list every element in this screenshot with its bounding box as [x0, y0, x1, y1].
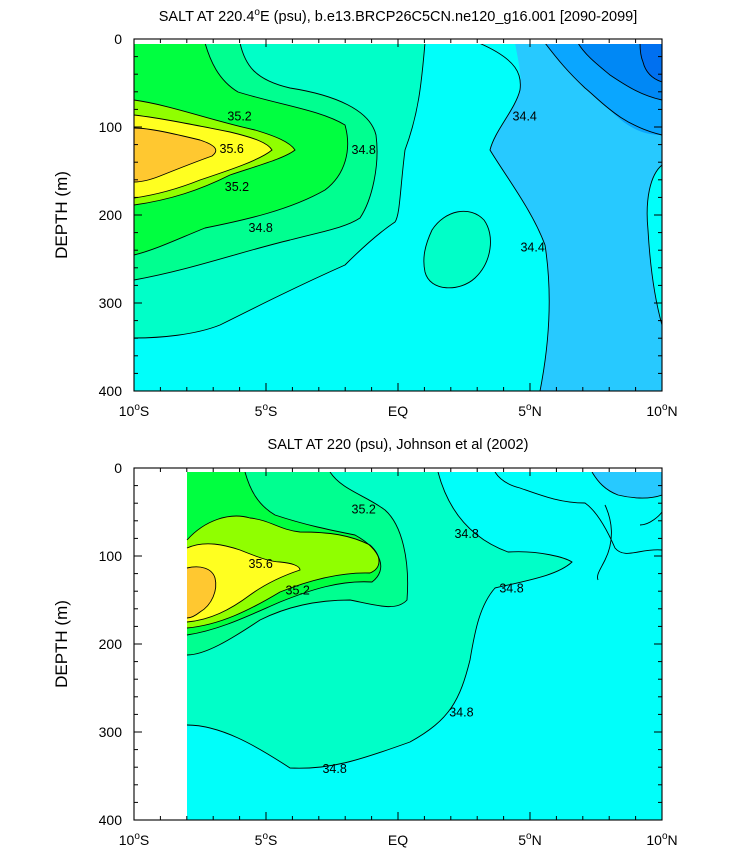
- top-fill-bubble: [423, 211, 491, 288]
- top-y-tick-label: 400: [99, 383, 123, 399]
- bottom-contour-label: 34.8: [322, 762, 346, 776]
- top-x-tick-label: 10oN: [646, 402, 677, 419]
- top-contour-label: 35.2: [225, 180, 249, 194]
- bottom-x-tick-label: EQ: [388, 832, 408, 848]
- bottom-contour-label: 34.8: [449, 706, 473, 720]
- top-y-tick-label: 0: [114, 31, 122, 47]
- bottom-x-tick-label: 5oS: [255, 831, 278, 848]
- top-y-tick-label: 200: [99, 207, 123, 223]
- bottom-y-tick-label: 0: [114, 460, 122, 476]
- bottom-contour-label: 35.2: [286, 583, 310, 597]
- bottom-contour-lines: [186, 472, 662, 769]
- top-contour-label: 35.6: [220, 142, 244, 156]
- top-contour-label: 35.2: [227, 109, 251, 123]
- top-contour-lines: [134, 43, 662, 391]
- bottom-y-tick-label: 100: [99, 548, 123, 564]
- bottom-y-tick-label: 300: [99, 724, 123, 740]
- bottom-axes: 10oS 5oS EQ 5oN 10oN 0 100 200 300 400: [99, 460, 678, 848]
- bottom-y-tick-label: 400: [99, 812, 123, 828]
- top-y-tick-label: 100: [99, 119, 123, 135]
- bottom-contour-label: 35.6: [249, 557, 273, 571]
- bottom-fill-34.4: [592, 472, 662, 499]
- bottom-fill-35.8: [187, 566, 216, 618]
- top-contour-label: 34.8: [352, 143, 376, 157]
- top-chart: SALT AT 220.4oE (psu), b.e13.BRCP26C5CN.…: [52, 7, 678, 419]
- top-x-tick-label: 10oS: [119, 402, 149, 419]
- top-x-tick-label: 5oS: [255, 402, 278, 419]
- bottom-contour-label: 35.2: [352, 502, 376, 516]
- bottom-missing-data: [134, 472, 187, 820]
- bottom-fill-35.6: [187, 543, 300, 622]
- bottom-fill-34.6: [187, 472, 662, 820]
- top-y-axis-label: DEPTH (m): [52, 171, 71, 259]
- bottom-contour-field: 35.2 35.6 35.2 34.8 34.8 34.8 34.8: [134, 472, 662, 820]
- bottom-y-tick-label: 200: [99, 636, 123, 652]
- top-y-tick-label: 300: [99, 295, 123, 311]
- bottom-x-tick-label: 10oN: [646, 831, 677, 848]
- top-contour-label: 34.8: [249, 221, 273, 235]
- bottom-x-tick-label: 5oN: [518, 831, 541, 848]
- bottom-contour-label: 34.8: [454, 527, 478, 541]
- bottom-chart-title: SALT AT 220 (psu), Johnson et al (2002): [268, 437, 529, 453]
- top-fill-34.6: [479, 43, 662, 391]
- top-fill-34.0: [640, 43, 662, 82]
- bottom-chart: SALT AT 220 (psu), Johnson et al (2002): [52, 437, 678, 848]
- bottom-y-axis-label: DEPTH (m): [52, 600, 71, 688]
- top-contour-label: 34.4: [520, 241, 544, 255]
- top-fill-35.8: [134, 128, 216, 182]
- bottom-x-tick-label: 10oS: [119, 831, 149, 848]
- top-axes: 10oS 5oS EQ 5oN 10oN 0 100 200 300 400: [99, 31, 678, 419]
- top-contour-field: 35.2 35.6 35.2 34.8 34.8 34.4 34.4: [134, 43, 662, 391]
- top-chart-title: SALT AT 220.4oE (psu), b.e13.BRCP26C5CN.…: [159, 7, 638, 25]
- bottom-contour-labels: 35.2 35.6 35.2 34.8 34.8 34.8 34.8: [249, 502, 524, 776]
- top-x-tick-label: EQ: [388, 403, 408, 419]
- top-contour-label: 34.4: [513, 109, 537, 123]
- bottom-contour-label: 34.8: [499, 582, 523, 596]
- top-contour-labels: 35.2 35.6 35.2 34.8 34.8 34.4 34.4: [220, 109, 545, 255]
- top-x-tick-label: 5oN: [518, 402, 541, 419]
